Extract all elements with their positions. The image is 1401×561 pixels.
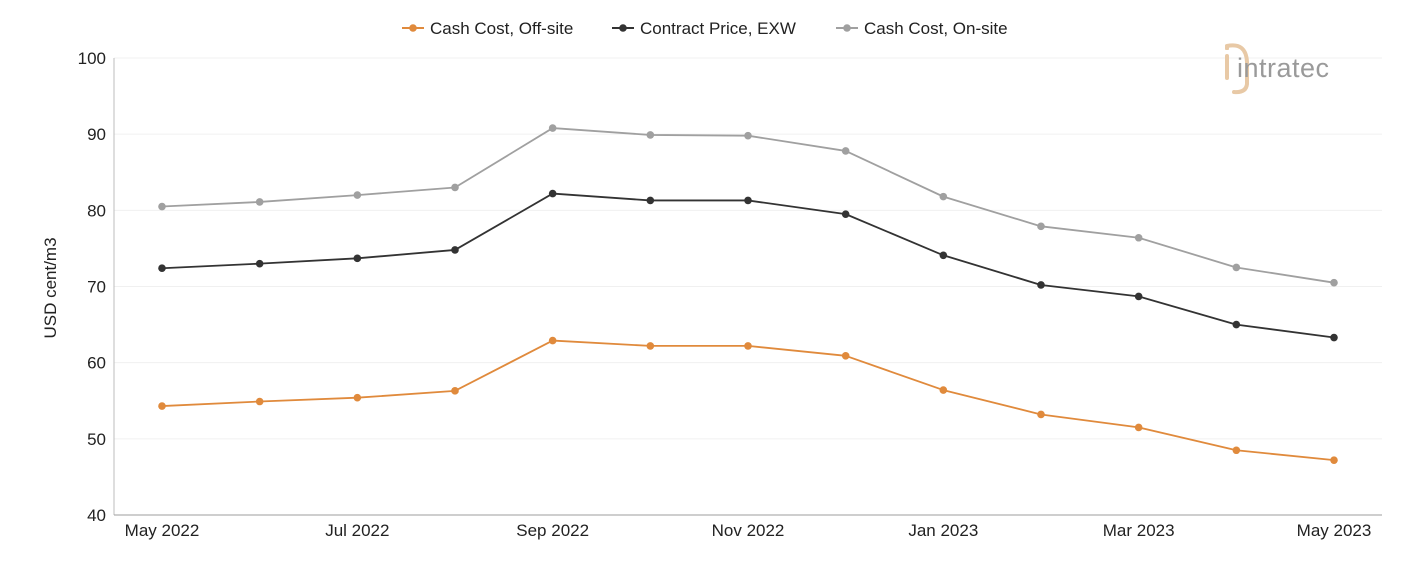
gridlines [114,57,1382,440]
data-point [1134,233,1143,242]
y-tick-label: 60 [87,354,106,373]
data-point [744,342,752,350]
x-tick-label: May 2023 [1297,521,1372,540]
data-point [451,387,459,395]
data-point [255,198,264,206]
series-line [161,192,1335,339]
data-point [841,352,850,360]
y-tick-label: 50 [87,430,106,449]
x-tick-label: Jan 2023 [908,521,978,540]
x-tick-label: Sep 2022 [516,521,589,540]
legend-swatch-point [409,24,417,32]
legend-item: Cash Cost, Off-site [402,19,573,38]
legend-label: Contract Price, EXW [640,19,796,38]
data-point [1037,222,1045,231]
axes [113,58,1382,516]
legend: Cash Cost, Off-site Contract Price, EXW Ca… [402,19,1008,38]
y-tick-label: 90 [87,125,106,144]
legend-item: Contract Price, EXW [612,19,796,38]
data-point [1134,292,1143,301]
data-point [841,147,850,155]
y-axis-title: USD cent/m3 [41,237,60,338]
series-line [161,339,1335,462]
data-point [451,246,459,254]
y-tick-labels: 40 50 60 70 80 90 100 [78,49,106,525]
data-point [353,191,362,199]
data-point [1330,278,1338,287]
data-point [841,210,850,218]
data-point [1037,410,1045,419]
data-point [939,192,948,201]
y-tick-label: 40 [87,506,106,525]
logo-text: intratec [1237,53,1330,83]
data-point [646,342,655,350]
data-point [548,336,557,345]
data-point [646,196,655,205]
data-point [1232,320,1241,329]
legend-swatch-point [619,24,627,32]
data-point [353,254,362,263]
data-point [451,183,459,192]
data-point [1232,446,1241,455]
series-1 [158,189,1338,342]
legend-label: Cash Cost, Off-site [430,19,573,38]
data-point [548,189,557,198]
x-tick-label: Mar 2023 [1103,521,1175,540]
legend-swatch-point [843,24,851,32]
data-point [646,131,655,139]
data-point [744,131,752,140]
series-0 [158,336,1338,464]
logo-mark-icon [1225,43,1249,95]
legend-label: Cash Cost, On-site [864,19,1008,38]
series-lines [158,124,1338,464]
x-tick-labels: May 2022 Jul 2022 Sep 2022 Nov 2022 Jan 2023… [125,521,1372,540]
data-point [548,124,557,132]
x-tick-label: May 2022 [125,521,200,540]
y-tick-label: 80 [87,201,106,220]
data-point [1134,423,1143,432]
data-point [939,386,948,394]
data-point [158,402,166,410]
x-tick-label: Jul 2022 [325,521,389,540]
data-point [255,259,264,268]
y-tick-label: 70 [87,278,106,297]
x-tick-label: Nov 2022 [712,521,785,540]
data-point [158,202,166,211]
series-2 [158,124,1338,287]
data-point [1232,263,1241,272]
data-point [1330,333,1338,342]
y-tick-label: 100 [78,49,106,68]
data-point [939,251,948,260]
intratec-logo: intratec [1225,43,1330,95]
legend-item: Cash Cost, On-site [836,19,1008,38]
data-point [1037,281,1045,289]
data-point [353,393,362,402]
data-point [744,196,752,205]
data-point [158,264,166,273]
data-point [1330,456,1338,464]
data-point [255,397,264,406]
